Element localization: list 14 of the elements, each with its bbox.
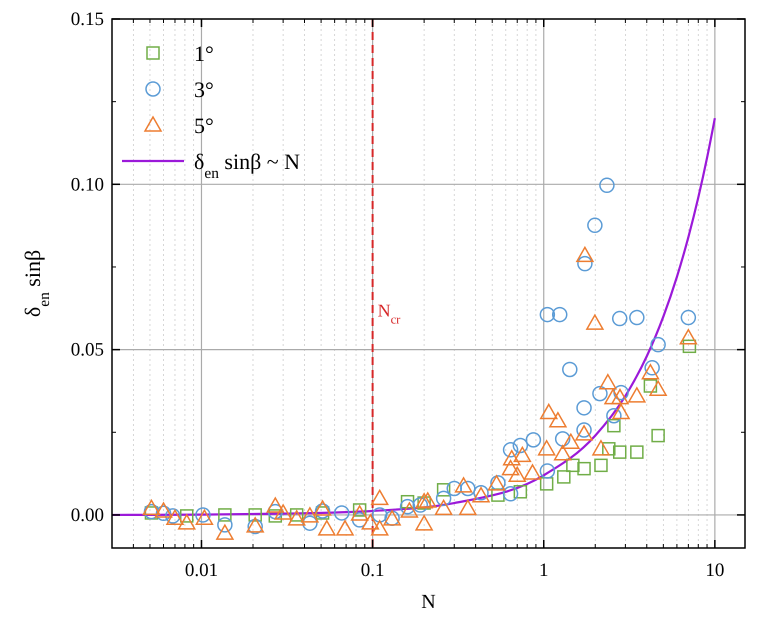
- x-tick-label: 0.1: [360, 560, 384, 581]
- legend-label: 1°: [194, 41, 214, 66]
- legend-label: 5°: [194, 113, 214, 138]
- x-tick-label: 0.01: [184, 560, 218, 581]
- x-tick-label: 10: [705, 560, 724, 581]
- y-tick-label: 0.00: [70, 504, 104, 526]
- x-axis-title: N: [421, 591, 436, 613]
- y-tick-label: 0.05: [70, 340, 104, 361]
- y-tick-label: 0.15: [70, 9, 104, 30]
- legend-label: δ$_{en}$ sinβ ~ N: [194, 149, 300, 182]
- legend-label: 3°: [194, 77, 214, 102]
- ref-line-label: N$_{cr}$: [378, 300, 402, 327]
- x-tick-label: 1: [538, 560, 548, 581]
- y-tick-label: 0.10: [70, 174, 104, 196]
